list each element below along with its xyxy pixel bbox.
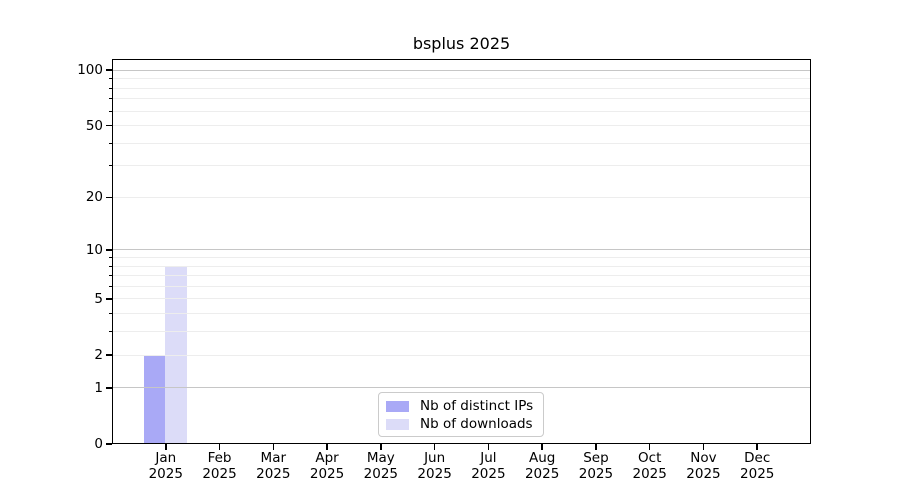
y-tick-label: 10 [85, 241, 103, 258]
x-tick-mark [595, 444, 597, 450]
bar [143, 354, 166, 444]
y-minor-tick-mark [108, 165, 112, 167]
y-minor-tick-mark [108, 265, 112, 267]
gridline-minor [113, 265, 810, 267]
gridline-minor [113, 142, 810, 144]
x-tick-label: Aug 2025 [524, 450, 560, 482]
x-tick-mark [487, 444, 490, 450]
gridline-minor [113, 257, 810, 258]
y-tick-mark [106, 249, 112, 251]
bar [165, 265, 187, 444]
x-tick-label: Dec 2025 [740, 450, 775, 482]
y-minor-tick-mark [108, 313, 112, 315]
y-tick-label: 100 [77, 62, 103, 79]
y-minor-tick-mark [108, 110, 112, 112]
gridline-minor [113, 196, 810, 198]
gridline-minor [113, 275, 810, 277]
y-tick-label: 1 [94, 379, 103, 396]
legend: Nb of distinct IPs Nb of downloads [378, 392, 544, 437]
legend-row: Nb of distinct IPs [379, 397, 543, 415]
y-minor-tick-mark [108, 78, 112, 80]
y-minor-tick-mark [108, 285, 112, 287]
gridline-major [113, 69, 810, 71]
gridline-minor [113, 110, 810, 112]
x-tick-mark [218, 444, 221, 450]
y-minor-tick-mark [108, 142, 112, 144]
y-minor-tick-mark [108, 87, 112, 89]
x-tick-mark [756, 444, 758, 450]
gridline-minor [113, 98, 810, 100]
x-tick-mark [702, 444, 705, 450]
x-tick-label: Feb 2025 [202, 450, 237, 482]
x-tick-mark [380, 444, 382, 450]
x-tick-mark [433, 444, 436, 450]
x-tick-label: Oct 2025 [632, 450, 667, 482]
x-tick-mark [541, 444, 543, 450]
x-tick-label: Mar 2025 [256, 450, 291, 482]
x-tick-mark [648, 444, 651, 450]
gridline-minor [113, 165, 810, 167]
x-tick-label: Jan 2025 [148, 450, 183, 482]
y-tick-mark [106, 298, 112, 300]
y-tick-mark [106, 69, 112, 71]
gridline-minor [113, 87, 810, 89]
y-tick-label: 50 [85, 117, 103, 134]
y-minor-tick-mark [108, 331, 112, 333]
y-tick-label: 2 [94, 347, 103, 364]
x-tick-label: Sep 2025 [578, 450, 614, 482]
y-tick-mark [106, 387, 112, 389]
legend-label: Nb of distinct IPs [420, 398, 534, 414]
x-tick-label: May 2025 [363, 450, 399, 482]
x-tick-label: Jul 2025 [471, 450, 506, 482]
gridline-major [113, 387, 810, 389]
y-tick-label: 5 [94, 290, 103, 307]
x-tick-mark [326, 444, 328, 450]
legend-swatch [386, 418, 409, 430]
y-minor-tick-mark [108, 98, 112, 100]
y-minor-tick-mark [108, 257, 112, 258]
plot-area [112, 59, 811, 444]
gridline-minor [113, 313, 810, 315]
y-tick-mark [106, 124, 112, 127]
x-tick-mark [272, 444, 275, 450]
x-tick-label: Jun 2025 [417, 450, 452, 482]
gridline-minor [113, 354, 810, 356]
y-tick-mark [106, 443, 112, 445]
x-tick-mark [165, 444, 167, 450]
legend-row: Nb of downloads [379, 415, 543, 433]
x-tick-label: Nov 2025 [686, 450, 721, 482]
y-tick-label: 20 [85, 189, 103, 206]
gridline-minor [113, 78, 810, 80]
gridline-minor [113, 285, 810, 287]
chart-title: bsplus 2025 [412, 34, 511, 53]
legend-label: Nb of downloads [420, 416, 533, 432]
y-tick-mark [106, 354, 112, 356]
y-minor-tick-mark [108, 275, 112, 277]
x-tick-label: Apr 2025 [309, 450, 345, 482]
gridline-minor [113, 331, 810, 333]
gridline-major [113, 249, 810, 251]
y-tick-label: 0 [94, 436, 103, 452]
y-tick-mark [106, 196, 112, 199]
gridline-minor [113, 125, 810, 127]
legend-swatch [386, 400, 409, 412]
gridline-minor [113, 298, 810, 300]
